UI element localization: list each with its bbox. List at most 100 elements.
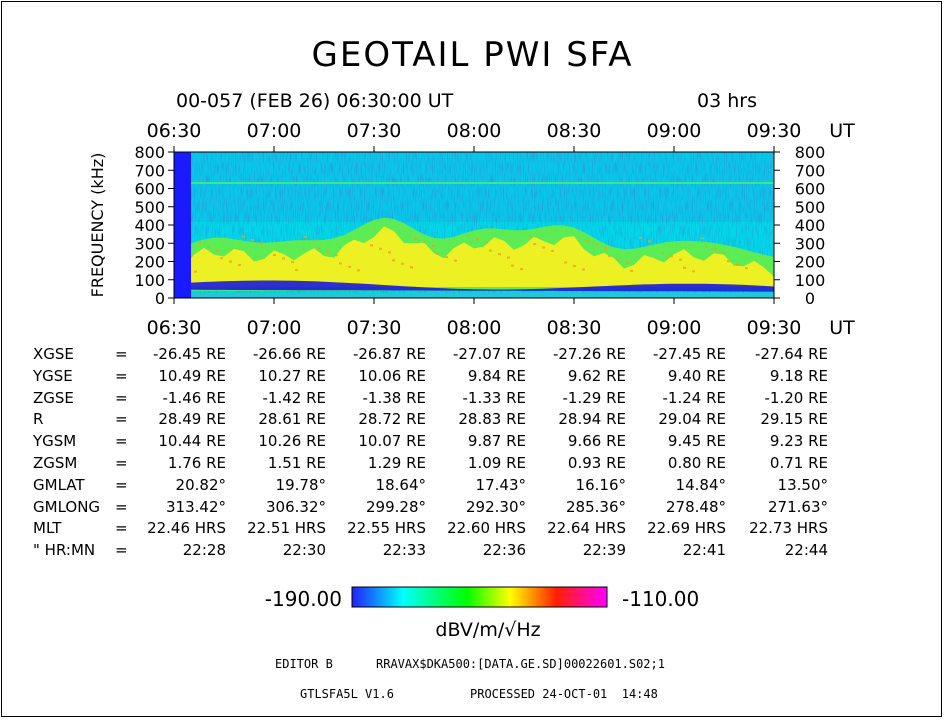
y-tick-label-right: 200 bbox=[795, 253, 826, 272]
intensity-speckle bbox=[436, 252, 439, 255]
ephemeris-equals: = bbox=[115, 541, 128, 560]
intensity-speckle bbox=[273, 254, 276, 257]
ephemeris-value: 14.84° bbox=[675, 475, 726, 494]
ephemeris-value: 299.28° bbox=[366, 497, 426, 516]
processed-date: PROCESSED 24-OCT-01 14:48 bbox=[470, 687, 658, 701]
intensity-speckle bbox=[617, 258, 620, 261]
ephemeris-label: YGSE bbox=[33, 366, 73, 385]
colorbar-min: -190.00 bbox=[265, 587, 342, 611]
intensity-speckle bbox=[679, 258, 682, 261]
intensity-speckle bbox=[586, 239, 589, 242]
ephemeris-value: -1.38 RE bbox=[362, 388, 426, 407]
intensity-speckle bbox=[194, 270, 197, 273]
intensity-speckle bbox=[467, 234, 470, 237]
intensity-speckle bbox=[745, 267, 748, 270]
intensity-speckle bbox=[401, 262, 404, 265]
ephemeris-value: 13.50° bbox=[777, 475, 828, 494]
x-tick-label-top: 09:00 bbox=[647, 120, 702, 142]
intensity-speckle bbox=[608, 254, 611, 257]
ephemeris-value: -26.45 RE bbox=[152, 345, 226, 363]
y-tick-label-left: 300 bbox=[134, 234, 165, 253]
ephemeris-value: 28.72 RE bbox=[358, 410, 426, 429]
y-axis-label: FREQUENCY (kHz) bbox=[88, 153, 107, 298]
intensity-speckle bbox=[291, 260, 294, 263]
intensity-speckle bbox=[626, 261, 629, 264]
ephemeris-value: -26.66 RE bbox=[252, 345, 326, 363]
y-tick-label-left: 400 bbox=[134, 216, 165, 235]
ephemeris-value: 28.61 RE bbox=[258, 410, 326, 429]
ephemeris-value: 22:33 bbox=[382, 541, 426, 560]
duration-label: 03 hrs bbox=[697, 90, 757, 112]
intensity-speckle bbox=[198, 242, 201, 245]
baseline-band bbox=[174, 292, 774, 298]
program-version: GTLSFA5L V1.6 bbox=[300, 687, 394, 701]
ephemeris-value: 22.46 HRS bbox=[147, 519, 226, 538]
intensity-speckle bbox=[282, 257, 285, 260]
colorbar-max: -110.00 bbox=[622, 587, 699, 611]
ephemeris-value: 278.48° bbox=[666, 497, 726, 516]
intensity-speckle bbox=[736, 263, 739, 266]
page-title: GEOTAIL PWI SFA bbox=[311, 35, 634, 75]
ephemeris-value: 28.83 RE bbox=[458, 410, 526, 429]
intensity-speckle bbox=[216, 249, 219, 252]
x-tick-label-bottom: 09:30 bbox=[747, 317, 802, 339]
intensity-speckle bbox=[423, 241, 426, 244]
intensity-speckle bbox=[723, 252, 726, 255]
intensity-speckle bbox=[692, 270, 695, 273]
intensity-speckle bbox=[507, 256, 510, 259]
intensity-speckle bbox=[533, 243, 536, 246]
x-tick-label-top: 07:30 bbox=[347, 120, 402, 142]
intensity-speckle bbox=[260, 242, 263, 245]
ephemeris-label: " HR:MN bbox=[33, 541, 96, 560]
intensity-speckle bbox=[379, 247, 382, 250]
ephemeris-value: 18.64° bbox=[375, 475, 426, 494]
ephemeris-value: 9.18 RE bbox=[769, 366, 828, 385]
ephemeris-value: 29.15 RE bbox=[760, 410, 828, 429]
x-tick-label-bottom: 08:30 bbox=[547, 317, 602, 339]
ephemeris-value: 9.62 RE bbox=[567, 366, 626, 385]
intensity-speckle bbox=[357, 269, 360, 272]
ephemeris-equals: = bbox=[115, 345, 128, 363]
intensity-speckle bbox=[229, 260, 232, 263]
intensity-speckle bbox=[370, 244, 373, 247]
ephemeris-value: 9.84 RE bbox=[467, 366, 526, 385]
x-tick-label-bottom: 08:00 bbox=[447, 317, 502, 339]
intensity-speckle bbox=[701, 237, 704, 240]
ephemeris-value: -1.20 RE bbox=[764, 388, 828, 407]
ephemeris-label: ZGSM bbox=[33, 454, 78, 472]
ephemeris-value: 28.49 RE bbox=[158, 410, 226, 429]
x-tick-label-top: 08:00 bbox=[447, 120, 502, 142]
intensity-speckle bbox=[670, 255, 673, 258]
x-tick-label-top: 09:30 bbox=[747, 120, 802, 142]
ephemeris-value: -1.29 RE bbox=[562, 388, 626, 407]
ephemeris-value: 292.30° bbox=[466, 497, 526, 516]
ephemeris-value: -1.24 RE bbox=[662, 388, 726, 407]
ephemeris-label: XGSE bbox=[33, 345, 74, 363]
ephemeris-value: 22:44 bbox=[784, 541, 828, 560]
ephemeris-value: 17.43° bbox=[475, 475, 526, 494]
intensity-speckle bbox=[410, 266, 413, 269]
intensity-speckle bbox=[648, 240, 651, 243]
intensity-speckle bbox=[564, 261, 567, 264]
y-tick-label-right: 0 bbox=[805, 289, 815, 308]
intensity-speckle bbox=[582, 268, 585, 271]
ephemeris-value: 1.29 RE bbox=[367, 454, 426, 472]
x-tick-label-top: 08:30 bbox=[547, 120, 602, 142]
y-tick-label-left: 600 bbox=[134, 180, 165, 199]
ephemeris-equals: = bbox=[115, 366, 128, 385]
ephemeris-value: 0.80 RE bbox=[667, 454, 726, 472]
y-tick-label-left: 800 bbox=[134, 143, 165, 162]
ephemeris-value: 10.06 RE bbox=[358, 366, 426, 385]
low-frequency-band bbox=[174, 279, 774, 292]
ephemeris-value: -1.33 RE bbox=[462, 388, 526, 407]
intensity-speckle bbox=[630, 269, 633, 272]
ephemeris-value: 9.23 RE bbox=[769, 432, 828, 451]
ephemeris-value: 0.93 RE bbox=[567, 454, 626, 472]
y-tick-label-left: 100 bbox=[134, 271, 165, 290]
intensity-speckle bbox=[445, 256, 448, 259]
y-tick-label-right: 700 bbox=[795, 161, 826, 180]
intensity-speckle bbox=[295, 268, 298, 271]
intensity-speckle bbox=[705, 245, 708, 248]
ephemeris-equals: = bbox=[115, 519, 128, 538]
